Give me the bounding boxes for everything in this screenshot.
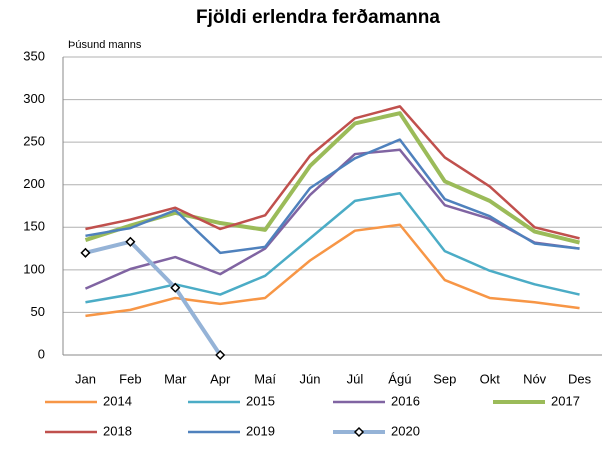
series-line — [85, 105, 580, 240]
legend-label: 2014 — [103, 393, 132, 408]
legend-label: 2015 — [246, 393, 275, 408]
legend-label: 2019 — [246, 423, 275, 438]
y-tick-label: 250 — [23, 134, 45, 149]
y-tick-label: 50 — [31, 304, 45, 319]
legend-marker — [353, 426, 365, 438]
x-tick-label: Mar — [164, 371, 187, 386]
point-marker — [125, 236, 136, 247]
x-tick-label: Maí — [254, 371, 276, 386]
y-tick-label: 100 — [23, 261, 45, 276]
x-tick-label: Jan — [75, 371, 96, 386]
x-tick-label: Apr — [210, 371, 231, 386]
legend-label: 2016 — [391, 393, 420, 408]
legend-label: 2017 — [551, 393, 580, 408]
series-line — [85, 191, 580, 304]
y-tick-label: 0 — [38, 346, 45, 361]
x-tick-label: Nóv — [523, 371, 547, 386]
chart-title: Fjöldi erlendra ferðamanna — [196, 7, 440, 28]
x-tick-label: Sep — [433, 371, 456, 386]
point-marker — [170, 282, 181, 293]
y-tick-label: 350 — [23, 48, 45, 63]
y-tick-label: 200 — [23, 176, 45, 191]
legend-label: 2018 — [103, 423, 132, 438]
x-tick-label: Júl — [347, 371, 364, 386]
y-tick-label: 150 — [23, 219, 45, 234]
y-axis-label: Þúsund manns — [68, 39, 142, 51]
y-tick-label: 300 — [23, 91, 45, 106]
x-tick-label: Okt — [480, 371, 501, 386]
legend-label: 2020 — [391, 423, 420, 438]
series-line — [84, 239, 222, 357]
x-tick-label: Des — [568, 371, 592, 386]
point-marker — [215, 349, 226, 361]
point-marker — [80, 247, 91, 258]
series-line — [84, 111, 581, 245]
x-tick-label: Ágú — [388, 371, 411, 386]
series-line — [85, 138, 580, 255]
x-tick-label: Feb — [119, 371, 141, 386]
series-line — [85, 223, 580, 318]
x-tick-label: Jún — [300, 371, 321, 386]
